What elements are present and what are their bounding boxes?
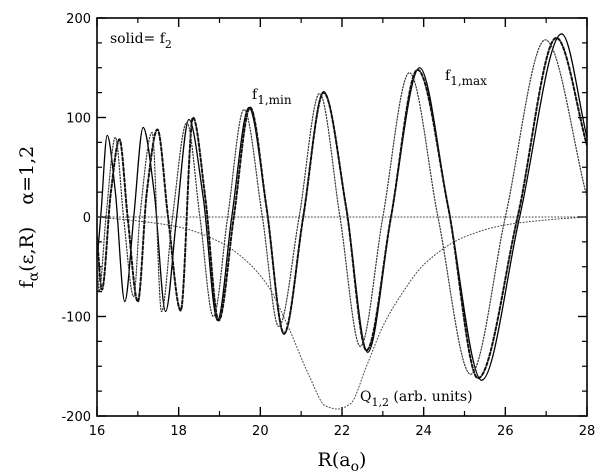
series-line-dotted-fine-3 bbox=[97, 216, 587, 410]
tick-labels: 16 18 20 22 24 26 28 -200 -100 0 100 200 bbox=[61, 12, 595, 439]
y-tick-label: 0 bbox=[83, 211, 91, 226]
y-tick-label: 200 bbox=[66, 12, 91, 27]
x-tick-label: 28 bbox=[579, 424, 596, 439]
x-tick-label: 26 bbox=[497, 424, 514, 439]
x-tick-label: 16 bbox=[89, 424, 106, 439]
axis-ticks bbox=[96, 17, 588, 417]
annotation-solid: solid= f2 bbox=[110, 31, 172, 51]
y-tick-label: 100 bbox=[66, 112, 91, 127]
x-tick-label: 22 bbox=[334, 424, 351, 439]
series-line-solid-0 bbox=[97, 33, 587, 381]
annotation-f1min: f1,min bbox=[252, 87, 292, 107]
y-axis-title: fα(ε,R)α=1,2 bbox=[16, 146, 42, 289]
x-tick-label: 20 bbox=[252, 424, 269, 439]
annotation-q: Q1,2 (arb. units) bbox=[360, 389, 473, 409]
x-axis-title: R(ao) bbox=[318, 449, 367, 472]
x-tick-label: 18 bbox=[170, 424, 187, 439]
series-line-dotted-2 bbox=[97, 39, 587, 375]
y-tick-label: -100 bbox=[61, 311, 91, 326]
y-tick-label: -200 bbox=[61, 410, 91, 425]
series-line-dashed-1 bbox=[97, 36, 587, 380]
annotation-f1max: f1,max bbox=[445, 68, 487, 88]
x-tick-label: 24 bbox=[415, 424, 432, 439]
series-layer bbox=[97, 33, 587, 410]
